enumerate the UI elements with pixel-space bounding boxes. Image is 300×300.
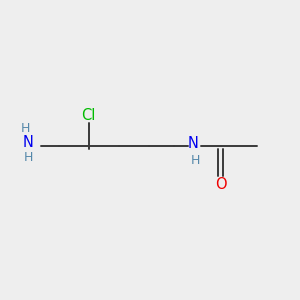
Text: O: O <box>215 177 226 192</box>
Text: Cl: Cl <box>81 108 96 123</box>
Text: N: N <box>23 135 34 150</box>
Text: N: N <box>188 136 199 152</box>
Text: H: H <box>190 154 200 167</box>
Text: H: H <box>21 122 30 136</box>
Text: H: H <box>24 151 33 164</box>
